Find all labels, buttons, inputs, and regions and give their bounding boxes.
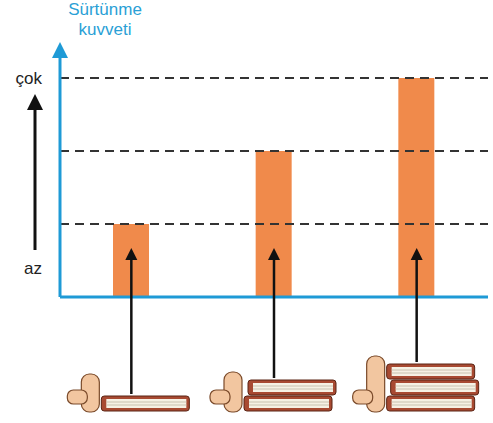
html-text:Sürtünme: Sürtünme: [68, 0, 142, 19]
svg-text:az: az: [24, 259, 42, 278]
html-text:kuvveti: kuvveti: [78, 20, 132, 39]
svg-text:çok: çok: [16, 69, 43, 88]
